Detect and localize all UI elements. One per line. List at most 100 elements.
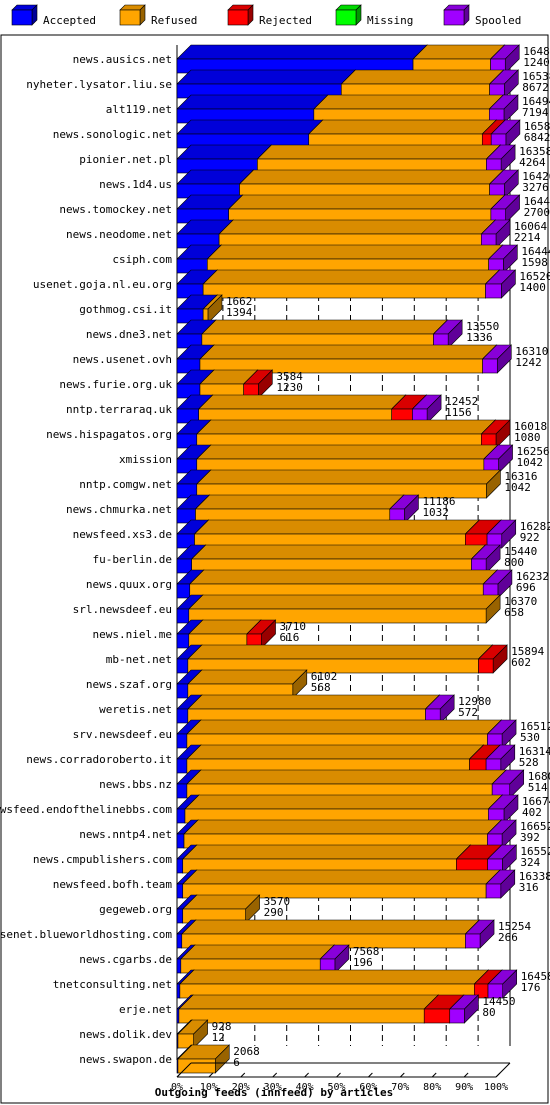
bar-row: news.cmpublishers.com 16552324 (33, 844, 550, 874)
x-axis-label: Outgoing feeds (innfeed) by articles (155, 1086, 393, 1099)
plot-frame (0, 34, 549, 1104)
bar-segment-refused (201, 319, 449, 349)
row-label: pionier.net.pl (79, 153, 172, 166)
bar-segment-refused (187, 694, 441, 724)
value-label-total: 7568 (353, 945, 380, 958)
value-label-accepted: 1156 (445, 406, 472, 419)
bar-row: news.bbs.nz 16802514 (99, 769, 550, 799)
legend-swatch-rejected (227, 4, 254, 26)
bar-segment-refused-front (188, 608, 487, 624)
x-tick-mark (176, 1072, 182, 1078)
legend-label-rejected: Rejected (259, 14, 312, 27)
row-label: news.1d4.us (99, 178, 172, 191)
row-label: news.usenet.ovh (73, 353, 172, 366)
bar-segment-refused (187, 669, 308, 699)
legend-label-refused: Refused (151, 14, 197, 27)
bar-segment-rejected (480, 419, 511, 449)
value-label-total: 2068 (233, 1045, 260, 1058)
row-label: tnetconsulting.net (53, 978, 172, 991)
bar-segment-refused-top (206, 244, 504, 260)
value-label-accepted: 316 (519, 881, 539, 894)
x-tick-label: 10% (200, 1082, 218, 1093)
bar-segment-spooled (485, 144, 516, 174)
bar-segment-spooled (484, 269, 517, 299)
bar-segment-accepted-front (176, 658, 189, 674)
value-label-accepted: 8672 (522, 81, 549, 94)
bar-segment-accepted-front (176, 783, 188, 799)
bar-segment-refused-top (196, 469, 502, 485)
bar-segment-refused (177, 1019, 209, 1049)
row-label: news.sonologic.net (53, 128, 172, 141)
bar-segment-spooled (432, 319, 463, 349)
bar-segment-accepted (176, 44, 428, 74)
bar-segment-accepted (176, 119, 324, 149)
row-label: usenet.blueworldhosting.com (0, 928, 172, 941)
value-label-accepted: 800 (504, 556, 524, 569)
legend-swatch-missing-front (335, 9, 357, 26)
x-tick-label: 20% (232, 1082, 250, 1093)
legend-label-missing: Missing (367, 14, 413, 27)
bar-segment-spooled (486, 719, 517, 749)
bar-segment-refused (202, 269, 501, 299)
row-label: news.ausics.net (73, 53, 172, 66)
bar-segment-spooled (488, 69, 520, 99)
bar-segment-refused (177, 1044, 231, 1074)
value-label-total: 14450 (482, 995, 515, 1008)
value-label-total: 16448 (524, 195, 550, 208)
bar-segment-refused (189, 569, 498, 599)
row-label: news.bbs.nz (99, 778, 172, 791)
bar-segment-accepted-front (176, 808, 186, 824)
bar-segment-spooled (486, 844, 518, 874)
row-label: news.swapon.de (79, 1053, 172, 1066)
bar-segment-refused-top (186, 719, 503, 735)
bar-segment-refused-top (313, 94, 505, 110)
value-label-accepted: 4264 (519, 156, 546, 169)
bar-segment-spooled (488, 169, 520, 199)
bar-segment-refused (184, 794, 504, 824)
row-label: weretis.net (99, 703, 172, 716)
bar-segment-accepted-front (176, 708, 189, 724)
value-label-accepted: 2214 (514, 231, 541, 244)
value-label-accepted: 80 (482, 1006, 495, 1019)
row-label: srl.newsdeef.eu (73, 603, 172, 616)
bar-segment-refused-top (196, 419, 497, 435)
row-label: erje.net (119, 1003, 172, 1016)
bar-segment-accepted-top (176, 94, 329, 110)
value-label-accepted: 1230 (276, 381, 303, 394)
value-label-total: 15254 (498, 920, 531, 933)
value-label-total: 16552 (520, 845, 550, 858)
bar-segment-refused (227, 194, 506, 224)
bar-segment-spooled (389, 494, 420, 524)
bar-segment-accepted (176, 69, 357, 99)
value-label-accepted: 392 (520, 831, 540, 844)
bar-segment-accepted-front (176, 733, 188, 749)
bar-segment-refused (256, 144, 502, 174)
value-label-accepted: 3276 (522, 181, 549, 194)
value-label-total: 12980 (458, 695, 491, 708)
bar-segment-spooled-front (482, 358, 498, 374)
x-tick-mark (431, 1072, 437, 1078)
bar-segment-refused-top (412, 44, 506, 60)
bar-segment-refused-top (202, 269, 501, 285)
value-label-accepted: 2700 (524, 206, 550, 219)
legend-swatch-accepted (11, 4, 38, 26)
row-label: newsfeed.xs3.de (73, 528, 172, 541)
value-label-total: 16338 (519, 870, 550, 883)
value-label-total: 3710 (280, 620, 307, 633)
legend-label-accepted: Accepted (43, 14, 96, 27)
bar-segment-spooled-front (485, 283, 502, 299)
bar-segment-refused (179, 969, 490, 999)
bar-segment-refused-front (177, 1033, 194, 1049)
bar-segment-spooled (486, 519, 517, 549)
bar-segment-spooled (487, 969, 518, 999)
value-label-total: 16314 (519, 745, 550, 758)
bar-segment-accepted-front (176, 883, 184, 899)
